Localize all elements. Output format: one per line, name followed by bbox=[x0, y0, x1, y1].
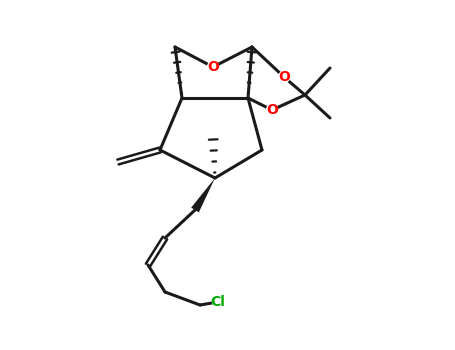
Text: O: O bbox=[207, 60, 219, 74]
Polygon shape bbox=[191, 178, 215, 212]
Circle shape bbox=[278, 71, 289, 83]
Text: Cl: Cl bbox=[211, 295, 225, 309]
Circle shape bbox=[207, 62, 218, 72]
Circle shape bbox=[212, 296, 223, 308]
Text: O: O bbox=[278, 70, 290, 84]
Circle shape bbox=[267, 105, 278, 116]
Text: O: O bbox=[266, 103, 278, 117]
